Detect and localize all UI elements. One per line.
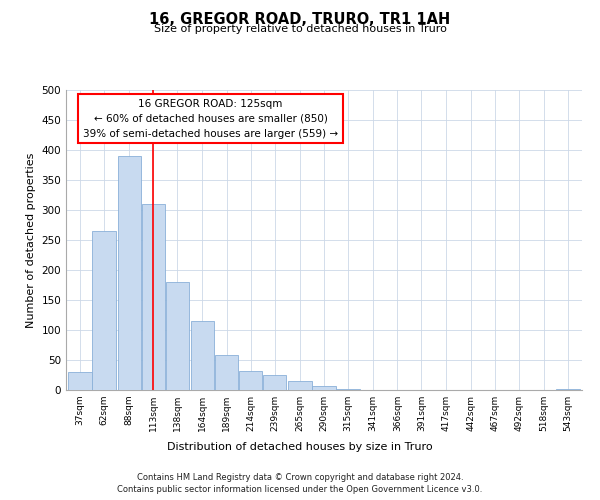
Bar — [166, 282, 189, 390]
Bar — [288, 381, 311, 390]
Bar — [142, 204, 165, 390]
Text: Contains public sector information licensed under the Open Government Licence v3: Contains public sector information licen… — [118, 485, 482, 494]
Bar — [191, 321, 214, 390]
Bar — [68, 372, 92, 390]
Bar — [556, 389, 580, 390]
Bar — [337, 389, 360, 390]
Text: 16 GREGOR ROAD: 125sqm
← 60% of detached houses are smaller (850)
39% of semi-de: 16 GREGOR ROAD: 125sqm ← 60% of detached… — [83, 99, 338, 138]
Text: Size of property relative to detached houses in Truro: Size of property relative to detached ho… — [154, 24, 446, 34]
Text: 16, GREGOR ROAD, TRURO, TR1 1AH: 16, GREGOR ROAD, TRURO, TR1 1AH — [149, 12, 451, 28]
Bar — [263, 375, 286, 390]
Bar — [239, 371, 262, 390]
Y-axis label: Number of detached properties: Number of detached properties — [26, 152, 36, 328]
Bar — [215, 355, 238, 390]
Bar — [118, 156, 141, 390]
Bar — [313, 386, 335, 390]
Text: Distribution of detached houses by size in Truro: Distribution of detached houses by size … — [167, 442, 433, 452]
Text: Contains HM Land Registry data © Crown copyright and database right 2024.: Contains HM Land Registry data © Crown c… — [137, 472, 463, 482]
Bar — [92, 231, 116, 390]
